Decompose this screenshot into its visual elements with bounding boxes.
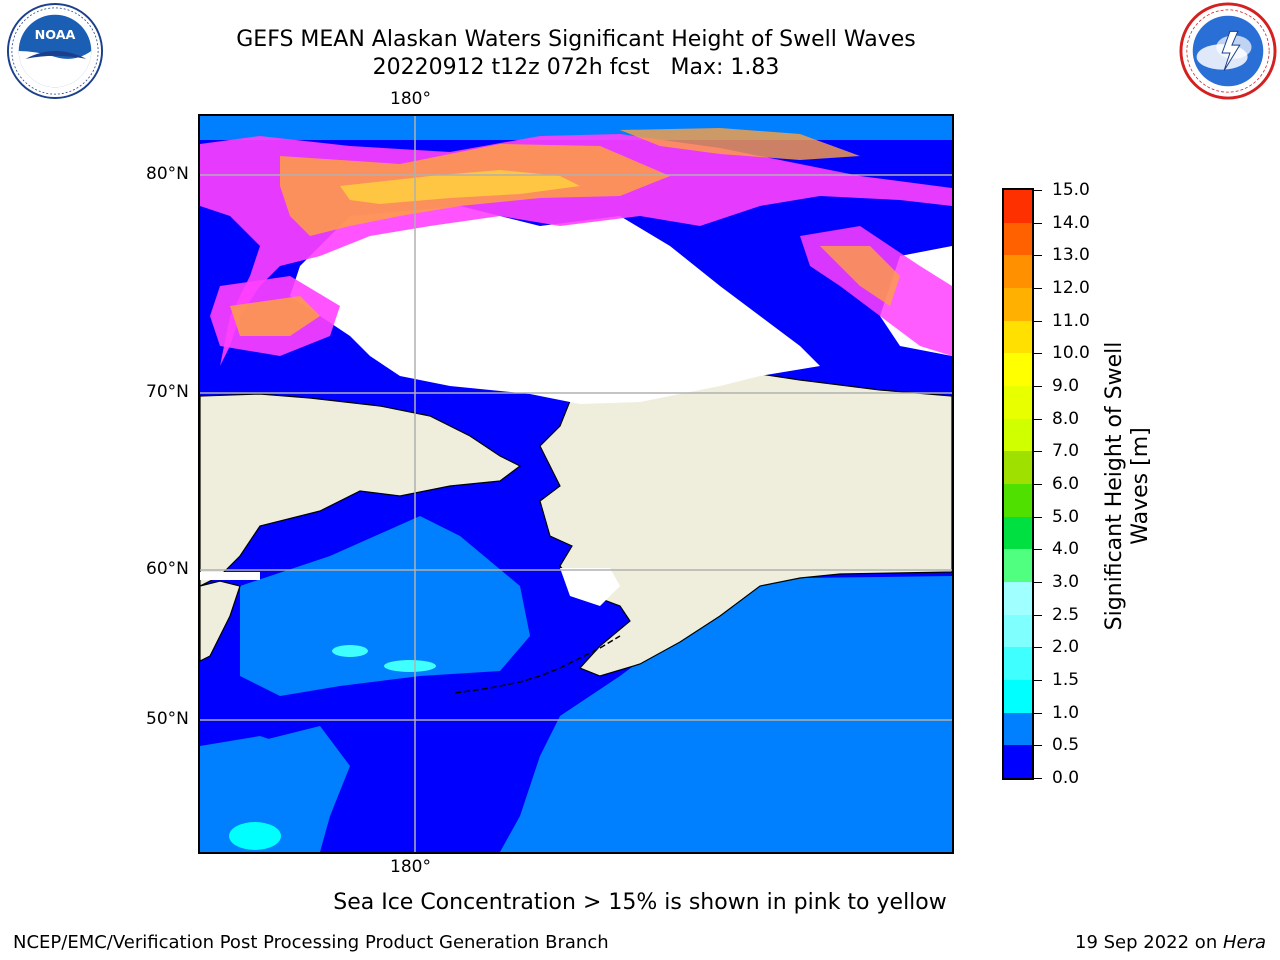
colorbar-tick <box>1034 190 1042 191</box>
svg-text:NOAA: NOAA <box>35 28 76 43</box>
swell-15-20-patch <box>384 660 436 672</box>
colorbar-tick <box>1034 778 1042 779</box>
colorbar-label: Significant Height of Swell Waves [m] <box>1102 342 1154 631</box>
sea-ice-masked-region <box>290 206 820 404</box>
colorbar-segment <box>1004 712 1032 746</box>
map-gridlines <box>200 116 952 852</box>
siberia-landmass <box>200 393 522 587</box>
bering-swell-patch <box>240 516 530 696</box>
latitude-label-80n: 80°N <box>146 164 189 184</box>
colorbar-tick <box>1034 647 1042 649</box>
colorbar-segment <box>1004 581 1032 615</box>
colorbar-segment <box>1004 352 1032 386</box>
longitude-label-top: 180° <box>390 89 431 109</box>
longitude-label-bottom: 180° <box>390 857 431 877</box>
colorbar-segment <box>1004 287 1032 321</box>
ice-mask-norton-sound <box>560 568 620 606</box>
colorbar-tick <box>1034 222 1042 224</box>
latitude-label-70n: 70°N <box>146 382 189 402</box>
colorbar-tick-label: 12.0 <box>1052 278 1090 298</box>
colorbar-segment <box>1004 254 1032 288</box>
latitude-label-50n: 50°N <box>146 709 189 729</box>
footer-machine: Hera <box>1222 932 1266 953</box>
colorbar-label-line1: Significant Height of Swell <box>1102 341 1127 631</box>
chart-title: GEFS MEAN Alaskan Waters Significant Hei… <box>236 27 916 52</box>
colorbar-tick-label: 10.0 <box>1052 343 1090 364</box>
colorbar-tick <box>1034 288 1042 289</box>
colorbar-tick-label: 8.0 <box>1052 408 1080 429</box>
sea-ice-orange-band-east <box>820 246 900 306</box>
footer-credit: NCEP/EMC/Verification Post Processing Pr… <box>13 932 609 953</box>
colorbar-segment <box>1004 385 1032 419</box>
colorbar-segment <box>1004 483 1032 517</box>
colorbar-tick-label: 11.0 <box>1052 310 1090 331</box>
colorbar-tick-label: 0.5 <box>1052 735 1080 756</box>
colorbar-tick <box>1034 386 1042 387</box>
colorbar-tick <box>1034 614 1042 616</box>
colorbar-tick <box>1034 451 1042 453</box>
colorbar-segment <box>1004 744 1032 778</box>
colorbar-tick <box>1034 745 1042 747</box>
colorbar-tick <box>1034 320 1042 322</box>
colorbar-tick <box>1034 549 1042 551</box>
colorbar-tick <box>1034 484 1042 485</box>
national-weather-service-logo <box>1179 2 1277 100</box>
colorbar-segment <box>1004 646 1032 680</box>
colorbar-segment <box>1004 418 1032 452</box>
colorbar <box>1002 188 1034 780</box>
latitude-label-60n: 60°N <box>146 559 189 579</box>
colorbar-segment <box>1004 679 1032 713</box>
colorbar-tick <box>1034 712 1042 714</box>
footer-date: 19 Sep 2022 on Hera <box>1075 932 1266 954</box>
colorbar-tick <box>1034 582 1042 583</box>
chart-subtitle: 20220912 t12z 072h fcst Max: 1.83 <box>372 55 780 80</box>
colorbar-tick-label: 7.0 <box>1052 441 1080 462</box>
colorbar-tick-label: 4.0 <box>1052 539 1080 560</box>
colorbar-tick-label: 5.0 <box>1052 506 1080 527</box>
colorbar-tick-label: 0.0 <box>1052 768 1080 788</box>
colorbar-tick-label: 1.5 <box>1052 670 1080 690</box>
ice-mask-edge <box>200 572 260 580</box>
alaska-landmass <box>539 367 952 677</box>
colorbar-segment <box>1004 548 1032 582</box>
aleutian-islands <box>454 635 621 694</box>
sea-ice-orange-band-north <box>620 128 860 160</box>
swell-15-20-patch <box>332 645 368 657</box>
colorbar-tick <box>1034 680 1042 681</box>
colorbar-tick <box>1034 255 1042 257</box>
sea-ice-yellow-band <box>340 170 580 204</box>
kamchatka-landmass <box>200 580 241 662</box>
colorbar-tick <box>1034 353 1042 355</box>
swell-10-15-patch <box>229 822 281 850</box>
colorbar-tick <box>1034 516 1042 518</box>
colorbar-tick-label: 13.0 <box>1052 245 1090 266</box>
colorbar-segment <box>1004 614 1032 648</box>
colorbar-tick-label: 14.0 <box>1052 212 1090 233</box>
colorbar-tick-label: 9.0 <box>1052 376 1080 396</box>
noaa-logo: NOAA <box>6 2 104 100</box>
sea-ice-orange-band-west <box>230 296 320 336</box>
colorbar-segment <box>1004 516 1032 550</box>
sea-ice-note: Sea Ice Concentration > 15% is shown in … <box>333 890 947 915</box>
swell-height-map <box>200 116 952 852</box>
map-panel <box>198 114 954 854</box>
colorbar-tick-label: 6.0 <box>1052 474 1080 494</box>
colorbar-tick-label: 2.0 <box>1052 637 1080 658</box>
colorbar-label-line2: Waves [m] <box>1128 427 1153 545</box>
colorbar-segment <box>1004 450 1032 484</box>
colorbar-segment <box>1004 190 1032 223</box>
colorbar-tick-label: 1.0 <box>1052 702 1080 723</box>
colorbar-segment <box>1004 320 1032 354</box>
colorbar-segment <box>1004 222 1032 256</box>
footer-date-text: 19 Sep 2022 on <box>1075 932 1223 953</box>
colorbar-tick-label: 2.5 <box>1052 604 1080 625</box>
colorbar-tick <box>1034 418 1042 420</box>
southwest-swell-patch <box>200 726 350 852</box>
colorbar-tick-label: 3.0 <box>1052 572 1080 592</box>
colorbar-tick-label: 15.0 <box>1052 180 1090 200</box>
